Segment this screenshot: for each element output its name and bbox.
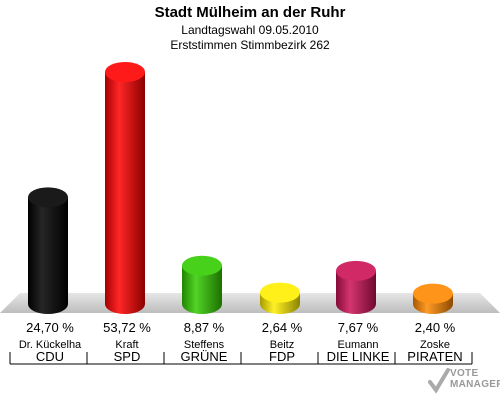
value-label: 24,70 %	[26, 320, 74, 335]
bar-top-1	[105, 62, 145, 82]
chart-subtitle-district: Erststimmen Stimmbezirk 262	[170, 38, 330, 52]
candidate-label: Steffens	[184, 339, 225, 351]
bar-cdu	[28, 197, 68, 314]
value-label: 2,64 %	[262, 320, 303, 335]
chart-title: Stadt Mülheim an der Ruhr	[154, 4, 346, 21]
candidate-label: Dr. Kückelha	[19, 339, 82, 351]
party-label: DIE LINKE	[327, 349, 390, 364]
chart-subtitle-election: Landtagswahl 09.05.2010	[181, 23, 319, 37]
value-label: 2,40 %	[415, 320, 456, 335]
checkmark-icon	[428, 368, 450, 394]
vote-manager-logo: VOTE MANAGER	[428, 366, 500, 398]
candidate-label: Eumann	[338, 339, 379, 351]
bar-top-0	[28, 187, 68, 208]
bar-die-linke	[336, 270, 376, 314]
value-label: 8,87 %	[184, 320, 225, 335]
bar-top-4	[336, 260, 376, 281]
bar-top-5	[413, 283, 453, 304]
party-label: PIRATEN	[407, 349, 462, 364]
bar-spd	[105, 72, 145, 314]
bar-grüne	[182, 265, 222, 314]
value-label: 53,72 %	[103, 320, 151, 335]
watermark-line2: MANAGER	[450, 379, 500, 390]
party-label: SPD	[114, 349, 141, 364]
party-label: GRÜNE	[181, 349, 228, 364]
party-label: CDU	[36, 349, 64, 364]
bar-top-3	[260, 282, 300, 303]
value-label: 7,67 %	[338, 320, 379, 335]
party-label: FDP	[269, 349, 295, 364]
bar-top-2	[182, 255, 222, 276]
candidate-label: Kraft	[115, 339, 138, 351]
watermark-line1: VOTE	[450, 368, 479, 379]
candidate-label: Beitz	[270, 339, 294, 351]
candidate-label: Zoske	[420, 339, 450, 351]
